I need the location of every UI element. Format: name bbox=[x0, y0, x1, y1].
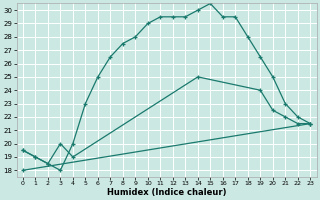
X-axis label: Humidex (Indice chaleur): Humidex (Indice chaleur) bbox=[107, 188, 226, 197]
